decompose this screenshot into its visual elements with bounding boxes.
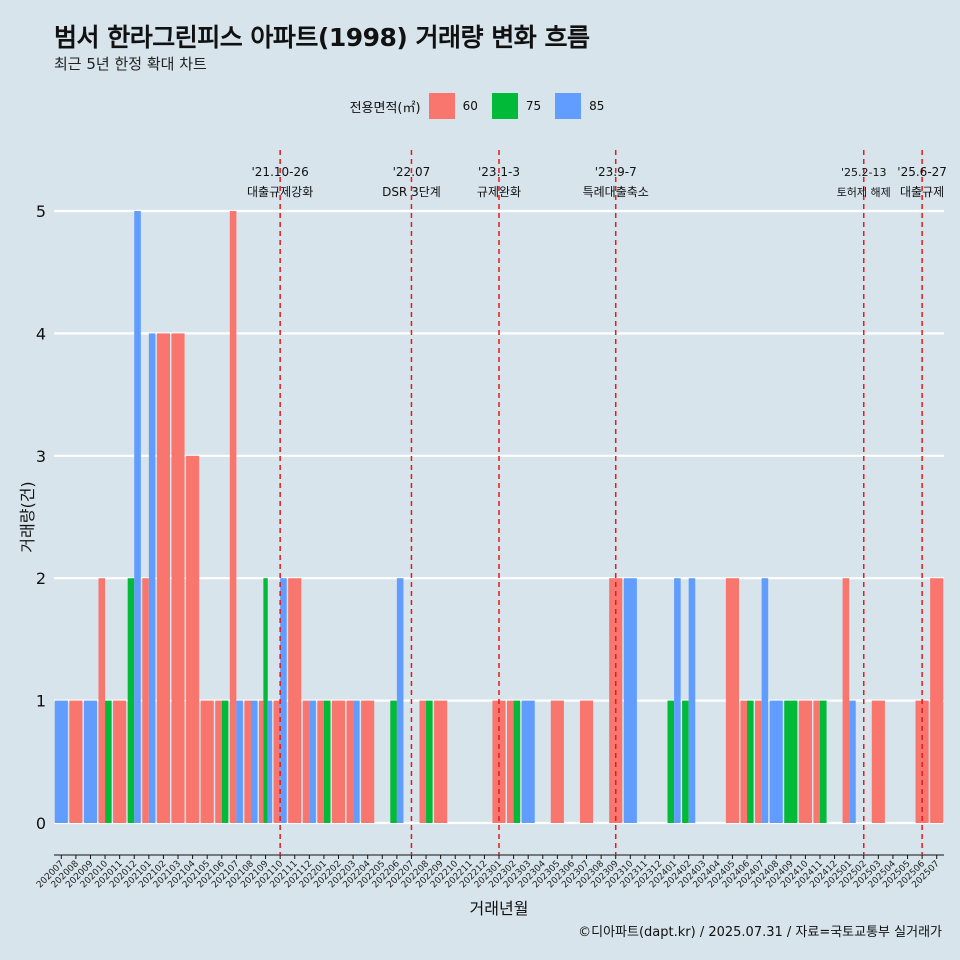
bar-75-202406 [747, 700, 754, 823]
bar-60-202208 [419, 700, 427, 823]
bar-75-202012 [127, 578, 135, 823]
chart-title: 범서 한라그린피스 아파트(1998) 거래량 변화 흐름 [54, 23, 590, 52]
y-tick-label: 2 [36, 569, 46, 588]
event-label: 대출규제 [900, 185, 944, 199]
bar-85-202206 [396, 578, 404, 823]
legend-label-85: 85 [589, 99, 605, 113]
bar-85-202007 [54, 700, 68, 823]
bar-85-202012 [134, 211, 141, 823]
y-tick-label: 4 [36, 324, 46, 343]
bar-85-202101 [148, 333, 156, 823]
bar-60-202506 [915, 700, 929, 823]
bar-75-202208 [426, 700, 433, 823]
bar-60-202411 [813, 700, 820, 823]
y-axis-title: 거래량(건) [18, 481, 37, 552]
legend-key-60 [428, 93, 455, 119]
bar-75-202106 [221, 700, 229, 823]
event-label: 특례대출축소 [583, 185, 649, 199]
event-date: '21.10-26 [252, 165, 309, 179]
bar-85-202401 [674, 578, 681, 823]
bar-75-202010 [105, 700, 112, 823]
event-date: '25.6-27 [897, 165, 947, 179]
bar-60-202507 [930, 578, 944, 823]
legend: 전용면적(㎡) 60 75 85 [0, 93, 960, 119]
bar-60-202010 [98, 578, 106, 823]
bar-60-202107 [229, 211, 237, 823]
event-label: DSR 3단계 [382, 185, 441, 199]
x-axis-title: 거래년월 [470, 899, 529, 918]
bar-60-202103 [171, 333, 185, 823]
bar-85-202501 [849, 700, 856, 823]
bar-60-202111 [288, 578, 302, 823]
bar-60-202104 [186, 455, 200, 823]
bar-60-202109 [258, 700, 264, 823]
bar-60-202008 [69, 700, 83, 823]
bar-60-202105 [200, 700, 214, 823]
y-tick-label: 1 [36, 692, 46, 711]
event-date: '23.9-7 [595, 165, 637, 179]
event-label: 대출규제강화 [247, 185, 313, 199]
legend-key-75 [491, 93, 518, 119]
bar-60-202307 [579, 700, 594, 823]
bar-85-202108 [250, 700, 258, 823]
bar-60-202204 [361, 700, 375, 823]
bar-60-202112 [302, 700, 310, 823]
bar-75-202402 [682, 700, 689, 823]
y-tick-label: 5 [36, 202, 46, 221]
bar-60-202302 [507, 700, 514, 823]
y-tick-label: 0 [36, 814, 46, 833]
bar-85-202408 [769, 700, 783, 823]
event-date: '25.2-13 [841, 166, 886, 179]
y-tick-label: 3 [36, 447, 46, 466]
bar-75-202409 [784, 700, 798, 823]
bar-60-202501 [842, 578, 850, 823]
bar-60-202011 [113, 700, 127, 823]
bar-75-202411 [819, 700, 827, 823]
bar-85-202407 [761, 578, 769, 823]
bar-60-202405 [725, 578, 740, 823]
bar-60-202201 [317, 700, 324, 823]
bar-75-202302 [513, 700, 521, 823]
bar-60-202305 [550, 700, 564, 823]
bar-60-202203 [346, 700, 354, 823]
bar-60-202406 [740, 700, 748, 823]
bar-85-202203 [353, 700, 360, 823]
legend-label-75: 75 [525, 99, 542, 113]
bar-85-202402 [688, 578, 696, 823]
legend-key-85 [555, 93, 582, 119]
bar-60-202407 [755, 700, 762, 823]
bar-75-202206 [390, 700, 397, 823]
event-label: 규제완화 [477, 185, 521, 199]
bar-60-202101 [142, 578, 149, 823]
bar-85-202107 [236, 700, 243, 823]
bar-75-202201 [323, 700, 331, 823]
bar-60-202209 [434, 700, 448, 823]
bar-60-202110 [273, 700, 281, 823]
bar-60-202108 [244, 700, 251, 823]
event-date: '23.1-3 [478, 165, 520, 179]
bar-85-202303 [521, 700, 535, 823]
source-caption: ©디아파트(dapt.kr) / 2025.07.31 / 자료=국토교통부 실… [578, 925, 942, 940]
bar-60-202503 [871, 700, 885, 823]
bar-85-202109 [267, 700, 273, 823]
bar-75-202109 [263, 578, 268, 823]
bar-60-202410 [798, 700, 812, 823]
bar-60-202106 [215, 700, 222, 823]
bar-85-202110 [280, 578, 287, 823]
bar-85-202310 [623, 578, 637, 823]
event-date: '22.07 [393, 165, 431, 179]
legend-title: 전용면적(㎡) [349, 100, 421, 116]
bar-60-202202 [331, 700, 346, 823]
legend-label-60: 60 [462, 99, 478, 113]
bar-85-202009 [83, 700, 98, 823]
bar-85-202112 [309, 700, 316, 823]
bar-75-202401 [667, 700, 675, 823]
chart-subtitle: 최근 5년 한정 확대 차트 [54, 55, 207, 73]
event-label: 토허제 해제 [837, 185, 891, 199]
bar-60-202102 [156, 333, 170, 823]
bar-60-202301 [492, 700, 506, 823]
